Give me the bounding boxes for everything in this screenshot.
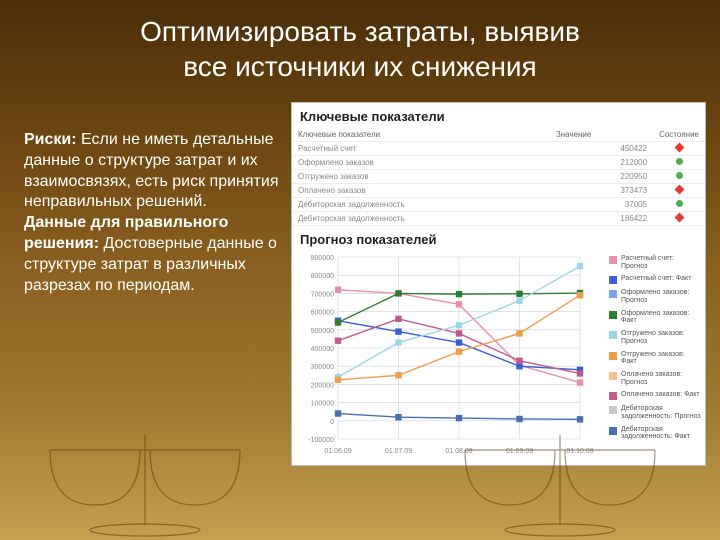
kpi-table: Ключевые показателиЗначениеСостояние Рас… — [292, 128, 705, 226]
kpi-value: 373473 — [550, 184, 653, 198]
kpi-col: Состояние — [653, 128, 705, 142]
legend-item: Дебиторская задолженность: Факт — [609, 426, 701, 441]
kpi-value: 37005 — [550, 198, 653, 212]
kpi-status — [653, 142, 705, 156]
svg-text:01.07.09: 01.07.09 — [385, 448, 412, 455]
legend-item: Оформлено заказов: Факт — [609, 310, 701, 325]
legend-swatch — [609, 276, 617, 284]
legend-swatch — [609, 372, 617, 380]
table-row: Отгружено заказов 220950 — [292, 170, 705, 184]
kpi-status — [653, 198, 705, 212]
table-row: Расчетный счет 450422 — [292, 142, 705, 156]
kpi-title: Ключевые показатели — [292, 103, 705, 128]
svg-text:01.10.09: 01.10.09 — [566, 448, 593, 455]
legend-item: Отгружено заказов: Факт — [609, 351, 701, 366]
status-bad-icon — [674, 185, 684, 195]
kpi-name: Оплачено заказов — [292, 184, 550, 198]
title-line-1: Оптимизировать затраты, выявив — [140, 16, 580, 47]
legend-swatch — [609, 331, 617, 339]
legend-swatch — [609, 392, 617, 400]
legend-label: Дебиторская задолженность: Факт — [621, 426, 701, 441]
kpi-status — [653, 184, 705, 198]
table-row: Оплачено заказов 373473 — [292, 184, 705, 198]
forecast-title: Прогноз показателей — [292, 226, 705, 249]
legend-label: Оплачено заказов: Прогноз — [621, 371, 701, 386]
kpi-name: Расчетный счет — [292, 142, 550, 156]
svg-text:600000: 600000 — [311, 310, 334, 317]
table-row: Оформлено заказов 212000 — [292, 156, 705, 170]
kpi-status — [653, 170, 705, 184]
legend-swatch — [609, 256, 617, 264]
kpi-name: Дебиторская задолженность — [292, 212, 550, 226]
svg-text:01.09.09: 01.09.09 — [506, 448, 533, 455]
legend-swatch — [609, 406, 617, 414]
dashboard-panel: Ключевые показатели Ключевые показателиЗ… — [291, 102, 706, 466]
kpi-value: 212000 — [550, 156, 653, 170]
risks-label: Риски: — [24, 131, 77, 148]
legend-item: Отгружено заказов: Прогноз — [609, 330, 701, 345]
svg-text:100000: 100000 — [311, 401, 334, 408]
legend-label: Дебиторская задолженность: Прогноз — [621, 405, 701, 420]
svg-text:01.06.09: 01.06.09 — [324, 448, 351, 455]
kpi-name: Отгружено заказов — [292, 170, 550, 184]
status-good-icon — [676, 158, 683, 165]
legend-item: Оформлено заказов: Прогноз — [609, 289, 701, 304]
status-good-icon — [676, 172, 683, 179]
svg-text:700000: 700000 — [311, 291, 334, 298]
legend-label: Расчетный счет: Прогноз — [621, 255, 701, 270]
kpi-col: Ключевые показатели — [292, 128, 550, 142]
page-title: Оптимизировать затраты, выявив все источ… — [0, 0, 720, 84]
left-text: Риски: Если не иметь детальные данные о … — [24, 102, 279, 466]
status-bad-icon — [674, 213, 684, 223]
title-line-2: все источники их снижения — [183, 51, 536, 82]
svg-text:300000: 300000 — [311, 364, 334, 371]
legend-label: Отгружено заказов: Факт — [621, 351, 701, 366]
legend-label: Оформлено заказов: Прогноз — [621, 289, 701, 304]
legend-item: Оплачено заказов: Прогноз — [609, 371, 701, 386]
table-row: Дебиторская задолженность 186422 — [292, 212, 705, 226]
content-row: Риски: Если не иметь детальные данные о … — [0, 84, 720, 466]
legend-label: Оплачено заказов: Факт — [621, 391, 700, 399]
svg-text:200000: 200000 — [311, 382, 334, 389]
legend-swatch — [609, 311, 617, 319]
legend-swatch — [609, 290, 617, 298]
legend-swatch — [609, 352, 617, 360]
svg-text:0: 0 — [330, 419, 334, 426]
legend-item: Дебиторская задолженность: Прогноз — [609, 405, 701, 420]
forecast-chart: -100000 0 100000 200000 300000 400000 500000 60… — [296, 249, 609, 459]
legend-item: Оплачено заказов: Факт — [609, 391, 701, 400]
svg-text:800000: 800000 — [311, 273, 334, 280]
svg-text:900000: 900000 — [311, 255, 334, 262]
legend-item: Расчетный счет: Прогноз — [609, 255, 701, 270]
kpi-value: 186422 — [550, 212, 653, 226]
svg-text:500000: 500000 — [311, 328, 334, 335]
svg-text:400000: 400000 — [311, 346, 334, 353]
svg-text:01.08.09: 01.08.09 — [445, 448, 472, 455]
legend-label: Отгружено заказов: Прогноз — [621, 330, 701, 345]
legend-label: Расчетный счет: Факт — [621, 275, 691, 283]
chart-legend: Расчетный счет: Прогноз Расчетный счет: Ф… — [609, 249, 701, 459]
legend-swatch — [609, 427, 617, 435]
table-row: Дебиторская задолженность 37005 — [292, 198, 705, 212]
chart-wrap: -100000 0 100000 200000 300000 400000 500000 60… — [292, 249, 705, 465]
kpi-name: Оформлено заказов — [292, 156, 550, 170]
kpi-name: Дебиторская задолженность — [292, 198, 550, 212]
status-good-icon — [676, 200, 683, 207]
kpi-status — [653, 212, 705, 226]
kpi-value: 220950 — [550, 170, 653, 184]
kpi-status — [653, 156, 705, 170]
status-bad-icon — [674, 143, 684, 153]
svg-text:-100000: -100000 — [308, 437, 334, 444]
legend-label: Оформлено заказов: Факт — [621, 310, 701, 325]
legend-item: Расчетный счет: Факт — [609, 275, 701, 284]
kpi-value: 450422 — [550, 142, 653, 156]
kpi-col: Значение — [550, 128, 653, 142]
